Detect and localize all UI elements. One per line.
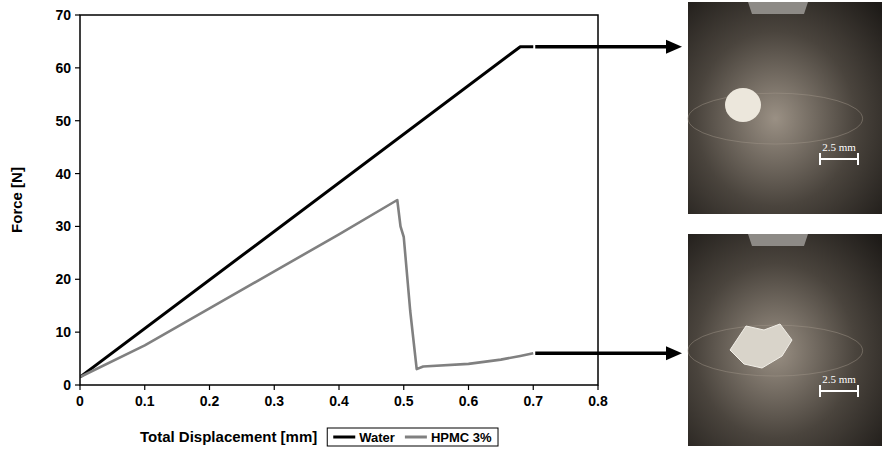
x-tick-label: 0 <box>76 393 84 409</box>
series-line <box>80 200 533 377</box>
y-tick-label: 20 <box>55 271 71 287</box>
arrow-shaft <box>535 352 670 356</box>
y-tick-label: 60 <box>55 60 71 76</box>
x-tick-label: 0.2 <box>200 393 220 409</box>
y-axis-title: Force [N] <box>8 167 25 233</box>
scale-bar <box>820 390 858 392</box>
x-tick-label: 0.1 <box>135 393 155 409</box>
photo-background <box>688 234 882 446</box>
photo-probe <box>748 2 808 14</box>
chart-root: 0 10 20 30 40 50 60 70 0 0.1 0.2 0.3 0.4 0.5 0.6 0.7 0.8… <box>0 0 884 461</box>
scale-label: 2.5 mm <box>822 373 856 385</box>
x-axis-title: Total Displacement [mm] <box>140 428 317 445</box>
scale-bar <box>820 158 858 160</box>
x-tick-label: 0.7 <box>524 393 544 409</box>
photo-sample <box>725 88 761 122</box>
y-tick-label: 0 <box>63 377 71 393</box>
x-tick-label: 0.5 <box>394 393 414 409</box>
x-tick-label: 0.4 <box>329 393 349 409</box>
legend: Water HPMC 3% <box>327 428 498 446</box>
x-tick-label: 0.6 <box>459 393 479 409</box>
series-line <box>80 47 533 377</box>
legend-swatch <box>405 436 427 439</box>
legend-box <box>327 428 498 446</box>
photo-ring <box>688 93 863 144</box>
photo: 2.5 mm <box>688 234 882 446</box>
scale-bar-end <box>857 385 859 397</box>
photo: 2.5 mm <box>688 2 882 214</box>
scale-bar-end <box>819 385 821 397</box>
series-group <box>80 47 533 377</box>
x-tick-label: 0.8 <box>588 393 608 409</box>
y-tick-label: 10 <box>55 324 71 340</box>
photo-background <box>688 2 882 214</box>
y-tick-label: 70 <box>55 7 71 23</box>
legend-label: HPMC 3% <box>431 430 492 445</box>
legend-label: Water <box>359 430 395 445</box>
scale-bar-end <box>857 153 859 165</box>
arrow-head <box>666 40 682 54</box>
y-tick-label: 50 <box>55 113 71 129</box>
photo-probe <box>748 234 808 246</box>
y-tick-label: 40 <box>55 166 71 182</box>
arrow-shaft <box>535 45 670 49</box>
plot-frame <box>80 15 598 385</box>
arrow-head <box>666 346 682 360</box>
x-tick-label: 0.3 <box>265 393 285 409</box>
scale-bar-end <box>819 153 821 165</box>
photo-sample <box>730 324 792 368</box>
y-tick-label: 30 <box>55 218 71 234</box>
scale-label: 2.5 mm <box>822 141 856 153</box>
legend-swatch <box>333 436 355 439</box>
